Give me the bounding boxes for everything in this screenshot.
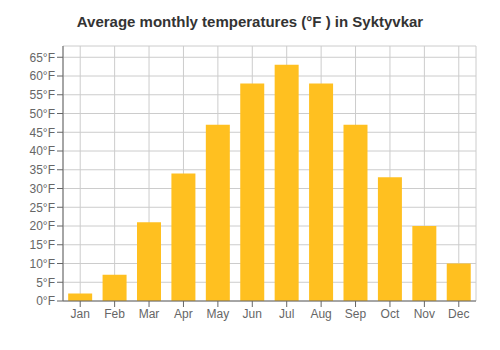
svg-text:60°F: 60°F: [30, 69, 55, 83]
svg-text:25°F: 25°F: [30, 201, 55, 215]
svg-text:Dec: Dec: [448, 307, 469, 321]
svg-text:Oct: Oct: [381, 307, 400, 321]
svg-text:May: May: [207, 307, 230, 321]
svg-text:20°F: 20°F: [30, 219, 55, 233]
svg-text:Jul: Jul: [279, 307, 294, 321]
svg-text:35°F: 35°F: [30, 163, 55, 177]
svg-text:Apr: Apr: [174, 307, 193, 321]
svg-text:Jan: Jan: [71, 307, 90, 321]
svg-text:5°F: 5°F: [36, 276, 55, 290]
svg-text:50°F: 50°F: [30, 107, 55, 121]
svg-text:0°F: 0°F: [36, 294, 55, 308]
svg-text:Mar: Mar: [139, 307, 160, 321]
svg-text:30°F: 30°F: [30, 182, 55, 196]
svg-text:Aug: Aug: [310, 307, 331, 321]
svg-text:40°F: 40°F: [30, 144, 55, 158]
svg-text:65°F: 65°F: [30, 51, 55, 65]
svg-text:10°F: 10°F: [30, 257, 55, 271]
svg-text:Jun: Jun: [243, 307, 262, 321]
html-text:Average monthly temperatures (: Average monthly temperatures (°F ) in Sy…: [76, 13, 424, 30]
svg-text:45°F: 45°F: [30, 126, 55, 140]
svg-text:Nov: Nov: [414, 307, 435, 321]
svg-text:Feb: Feb: [104, 307, 125, 321]
svg-text:15°F: 15°F: [30, 238, 55, 252]
svg-text:Sep: Sep: [345, 307, 367, 321]
svg-text:55°F: 55°F: [30, 88, 55, 102]
